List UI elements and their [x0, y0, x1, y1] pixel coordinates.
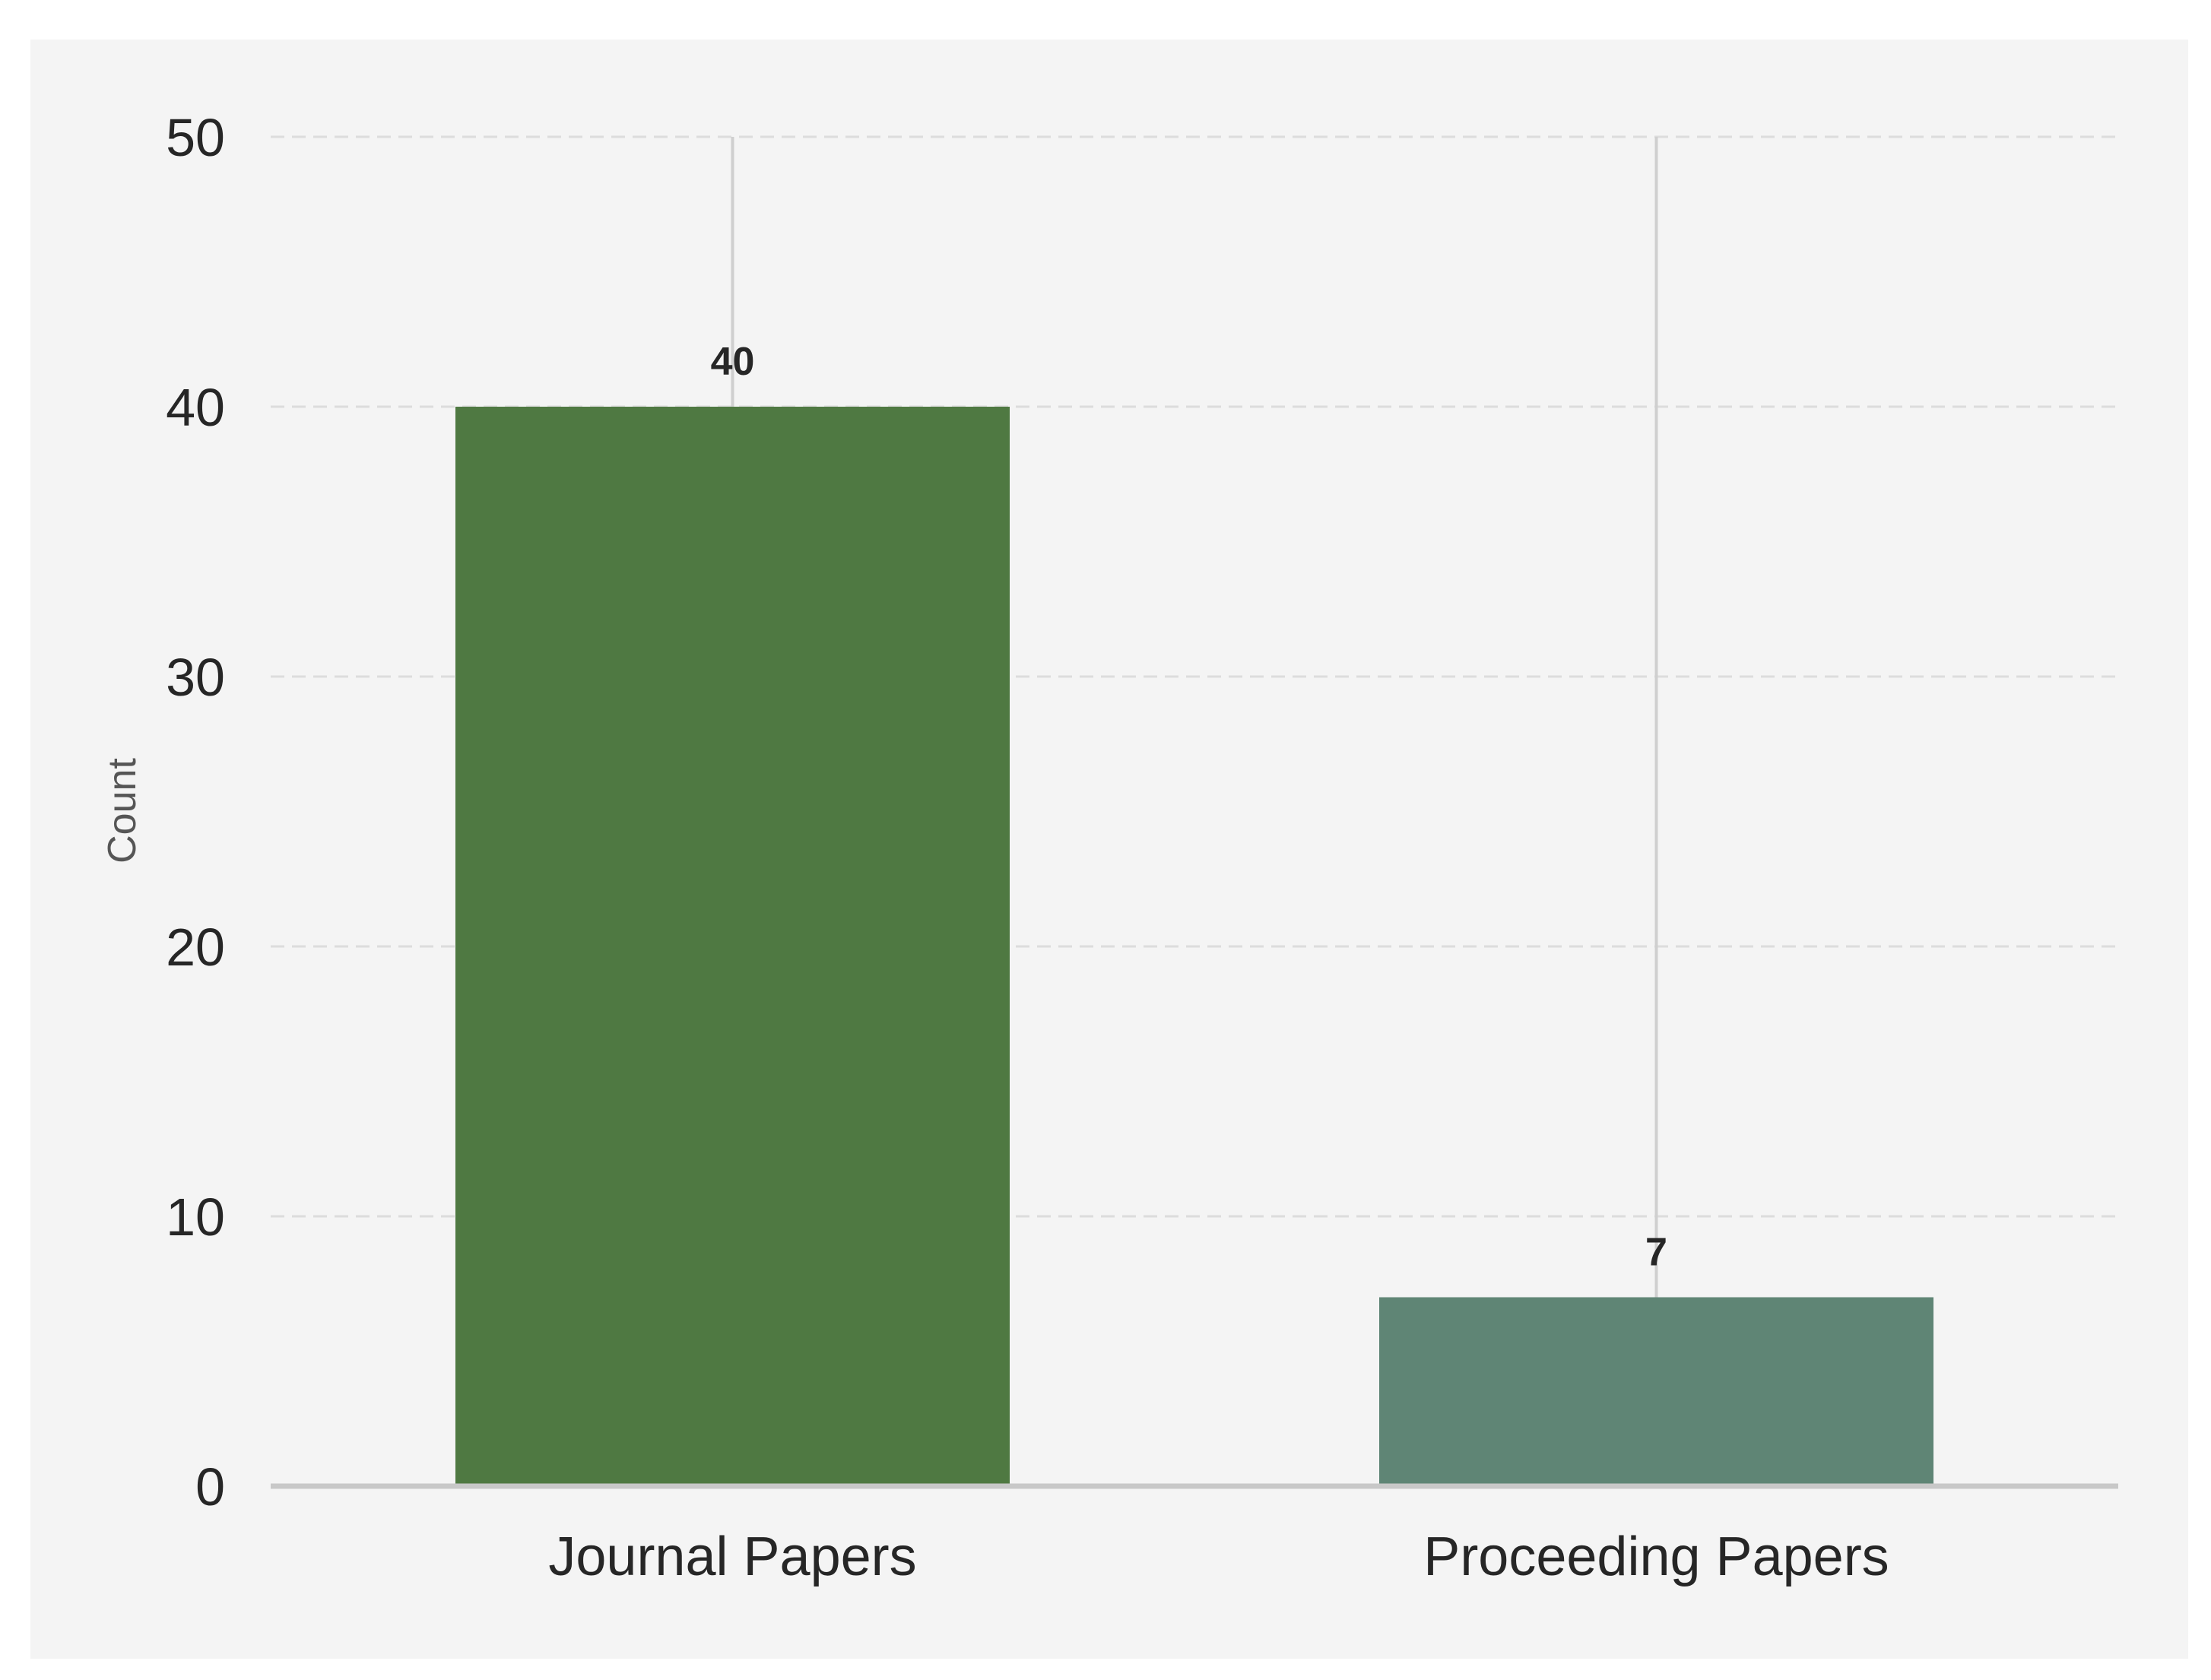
- x-tick-label: Proceeding Papers: [1423, 1526, 1889, 1587]
- bars: 40 7: [455, 340, 1933, 1486]
- bar-value-label: 40: [711, 340, 755, 384]
- axes: 0 10 20 30 40 50 Journal Papers Proceeding Pape…: [166, 108, 2118, 1587]
- y-tick-label: 0: [195, 1457, 225, 1517]
- y-tick-label: 40: [166, 378, 225, 437]
- x-tick-label: Journal Papers: [548, 1526, 916, 1587]
- bar: [1379, 1297, 1933, 1486]
- bar: [455, 407, 1010, 1486]
- y-tick-label: 50: [166, 108, 225, 167]
- y-tick-label: 20: [166, 918, 225, 977]
- y-axis-title: Count: [100, 758, 144, 864]
- y-tick-label: 10: [166, 1187, 225, 1247]
- bar-value-label: 7: [1645, 1231, 1667, 1275]
- y-tick-label: 30: [166, 648, 225, 707]
